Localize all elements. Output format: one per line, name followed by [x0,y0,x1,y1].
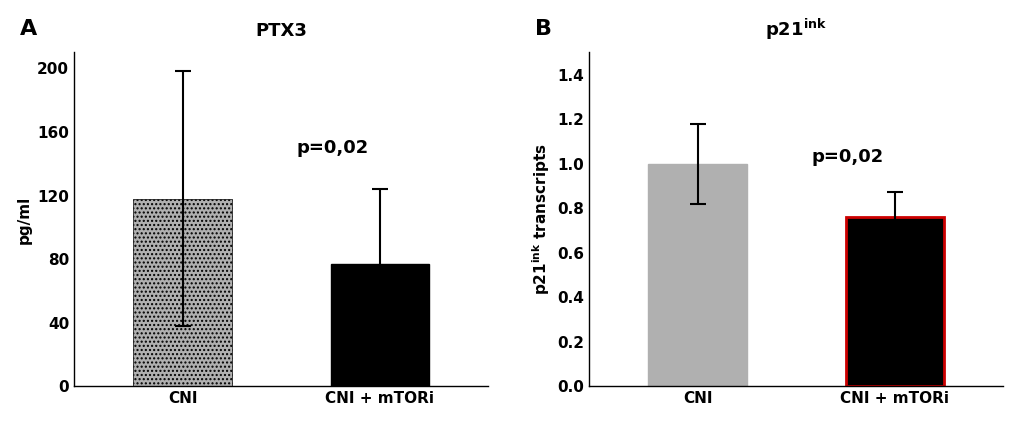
Title: PTX3: PTX3 [255,22,307,40]
Title: p21$^{\mathregular{ink}}$: p21$^{\mathregular{ink}}$ [764,16,826,42]
Y-axis label: p21$^{\mathregular{ink}}$ transcripts: p21$^{\mathregular{ink}}$ transcripts [530,143,551,295]
Bar [330,264,429,387]
Bar [845,217,944,387]
Text: p=0,02: p=0,02 [297,139,369,157]
Y-axis label: pg/ml: pg/ml [16,195,32,244]
Bar [648,164,746,387]
Text: A: A [20,19,38,39]
Text: B: B [535,19,551,39]
Bar [133,199,231,387]
Text: p=0,02: p=0,02 [811,148,883,166]
